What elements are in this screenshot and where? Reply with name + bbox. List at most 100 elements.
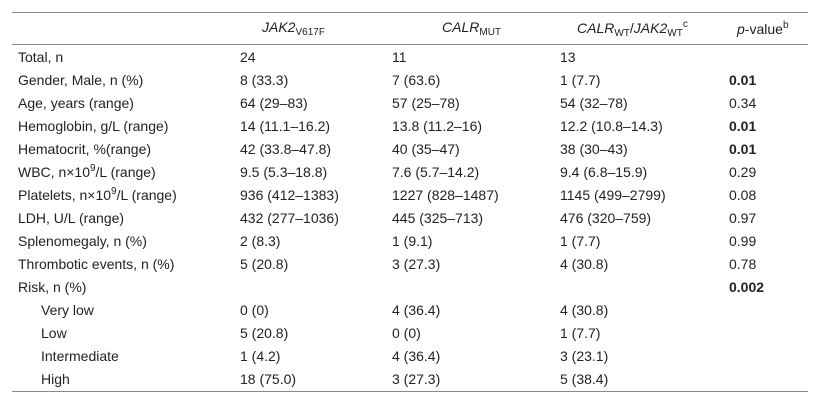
- data-cell: 38 (30–43): [560, 137, 729, 160]
- text-segment: /L (range): [116, 187, 177, 203]
- data-cell: 1145 (499–2799): [560, 183, 729, 206]
- text-segment: WBC, n×10: [18, 164, 90, 180]
- cell-text: 42 (33.8–47.8): [240, 140, 332, 157]
- cell-text: Low: [41, 324, 67, 341]
- cell-text: Risk, n (%): [18, 278, 87, 295]
- data-cell: [240, 275, 392, 298]
- cell-text: 476 (320–759): [560, 209, 652, 226]
- data-cell: 1 (7.7): [560, 321, 729, 344]
- data-cell: [729, 45, 808, 69]
- data-cell: 18 (75.0): [240, 367, 392, 392]
- row-label: Intermediate: [12, 344, 240, 367]
- data-cell: 5 (38.4): [560, 367, 729, 392]
- row-label: Platelets, n×109/L (range): [12, 183, 240, 206]
- cell-text: 64 (29–83): [240, 94, 308, 111]
- cell-text: 1 (9.1): [392, 232, 433, 249]
- text-segment: V617F: [295, 27, 325, 38]
- data-cell: 0.01: [729, 137, 808, 160]
- data-cell: 1227 (828–1487): [392, 183, 560, 206]
- cell-text: 1 (7.7): [560, 232, 601, 249]
- row-label: LDH, U/L (range): [12, 206, 240, 229]
- table-row: Thrombotic events, n (%) 5 (20.8) 3 (27.3)…: [12, 252, 808, 275]
- data-cell: 3 (23.1): [560, 344, 729, 367]
- text-segment: 0.002: [729, 278, 765, 295]
- data-cell: 0.29: [729, 160, 808, 183]
- data-cell: 57 (25–78): [392, 91, 560, 114]
- text-segment: -value: [744, 21, 783, 37]
- data-cell: 0.01: [729, 114, 808, 137]
- table-row: Risk, n (%) 0.002: [12, 275, 808, 298]
- cell-text: Hematocrit, %(range): [18, 140, 152, 157]
- data-cell: 3 (27.3): [392, 367, 560, 392]
- table-row: WBC, n×109/L (range) 9.5 (5.3–18.8) 7.6 (5…: [12, 160, 808, 183]
- data-cell: 1 (7.7): [560, 68, 729, 91]
- cell-text: 40 (35–47): [392, 140, 460, 157]
- data-cell: 7 (63.6): [392, 68, 560, 91]
- table-header: JAK2V617F CALRMUT CALRWT/JAK2WTc p-valueb: [12, 12, 808, 45]
- cell-text: 9.5 (5.3–18.8): [240, 163, 328, 180]
- cell-text: 24: [240, 48, 256, 65]
- cell-text: 3 (23.1): [560, 347, 609, 364]
- cell-text: 0.99: [729, 232, 757, 249]
- data-cell: 9.4 (6.8–15.9): [560, 160, 729, 183]
- text-segment: WT: [667, 27, 683, 39]
- table-row: LDH, U/L (range) 432 (277–1036) 445 (325–7…: [12, 206, 808, 229]
- data-cell: 4 (30.8): [560, 298, 729, 321]
- data-cell: [729, 298, 808, 321]
- cell-text: 11: [392, 48, 407, 65]
- header-cell: p-valueb: [729, 12, 808, 45]
- data-cell: 4 (36.4): [392, 344, 560, 367]
- table-row: Total, n 24 11 13: [12, 45, 808, 69]
- cell-text: 1 (4.2): [240, 347, 281, 364]
- cell-text: 54 (32–78): [560, 94, 628, 111]
- text-segment: /: [629, 19, 634, 36]
- text-segment: 0.01: [729, 117, 757, 134]
- table-body: Total, n 24 11 13 Gender, Male, n (%) 8 (33.3…: [12, 45, 808, 392]
- data-cell: 54 (32–78): [560, 91, 729, 114]
- text-segment: /L (range): [95, 164, 156, 180]
- cell-text: Thrombotic events, n (%): [18, 255, 175, 272]
- cell-text: 4 (36.4): [392, 347, 441, 364]
- cell-text: Hemoglobin, g/L (range): [18, 117, 169, 134]
- data-cell: 64 (29–83): [240, 91, 392, 114]
- data-cell: 0.01: [729, 68, 808, 91]
- text-segment: Platelets, n×10: [18, 187, 112, 203]
- row-label: Hemoglobin, g/L (range): [12, 114, 240, 137]
- header-cell: JAK2V617F: [240, 12, 392, 45]
- data-cell: 4 (36.4): [392, 298, 560, 321]
- header-cell: CALRWT/JAK2WTc: [560, 12, 729, 45]
- cell-text: 4 (36.4): [392, 301, 441, 318]
- data-cell: 476 (320–759): [560, 206, 729, 229]
- cell-text: 12.2 (10.8–14.3): [560, 117, 663, 134]
- cell-text: 0.78: [729, 255, 757, 272]
- text-segment: MUT: [479, 27, 502, 38]
- cell-text: 5 (38.4): [560, 371, 609, 387]
- row-label: Hematocrit, %(range): [12, 137, 240, 160]
- text-segment: 0.01: [729, 140, 757, 157]
- row-label: Total, n: [12, 45, 240, 69]
- cell-text: 3 (27.3): [392, 371, 441, 387]
- cell-text: 0.34: [729, 94, 757, 111]
- data-cell: 4 (30.8): [560, 252, 729, 275]
- data-cell: 0.08: [729, 183, 808, 206]
- cell-text: 18 (75.0): [240, 371, 297, 387]
- data-cell: 24: [240, 45, 392, 69]
- cell-text: 0.08: [729, 186, 757, 203]
- row-label: Age, years (range): [12, 91, 240, 114]
- cell-text: 445 (325–713): [392, 209, 484, 226]
- data-cell: 3 (27.3): [392, 252, 560, 275]
- cell-text: 2 (8.3): [240, 232, 281, 249]
- text-segment: WT: [614, 27, 630, 39]
- cell-text: 13: [560, 48, 576, 65]
- row-label: Gender, Male, n (%): [12, 68, 240, 91]
- data-cell: 0 (0): [392, 321, 560, 344]
- data-cell: 0.002: [729, 275, 808, 298]
- data-cell: 445 (325–713): [392, 206, 560, 229]
- cell-text: Total, n: [18, 48, 64, 65]
- cell-text: 0.97: [729, 209, 757, 226]
- text-segment: p: [737, 21, 745, 37]
- data-cell: 8 (33.3): [240, 68, 392, 91]
- data-cell: 1 (9.1): [392, 229, 560, 252]
- data-cell: 0 (0): [240, 298, 392, 321]
- table-row: Low 5 (20.8) 0 (0) 1 (7.7): [12, 321, 808, 344]
